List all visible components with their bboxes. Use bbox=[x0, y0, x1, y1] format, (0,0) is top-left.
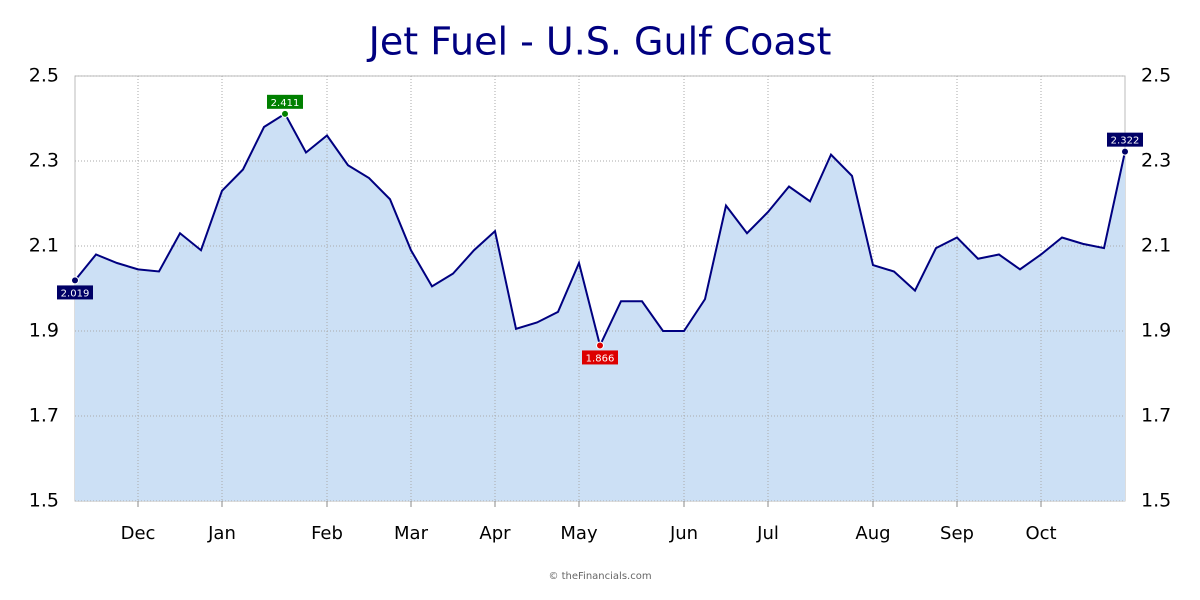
x-tick-label: Oct bbox=[1025, 523, 1056, 544]
area bbox=[75, 113, 1125, 501]
x-tick-label: Jan bbox=[207, 523, 236, 544]
x-tick-label: Aug bbox=[855, 523, 890, 544]
y2-tick-label: 1.5 bbox=[1141, 490, 1171, 512]
data-label: 2.019 bbox=[61, 288, 90, 299]
x-tick-label: Jun bbox=[669, 523, 698, 544]
label-box bbox=[1107, 132, 1143, 147]
point bbox=[71, 276, 79, 285]
x-tick-label: Feb bbox=[311, 523, 343, 544]
y2-tick-label: 1.9 bbox=[1141, 320, 1171, 342]
credit: © theFinancials.com bbox=[548, 571, 651, 582]
label-box bbox=[267, 94, 303, 109]
x-tick-label: Mar bbox=[394, 523, 429, 544]
data-label: 1.866 bbox=[586, 353, 615, 364]
chart-title: Jet Fuel - U.S. Gulf Coast bbox=[367, 20, 832, 64]
y-tick-label: 2.1 bbox=[29, 235, 59, 257]
x-tick-label: Sep bbox=[940, 523, 974, 544]
x-tick-label: Dec bbox=[121, 523, 156, 544]
y-tick-label: 1.9 bbox=[29, 320, 59, 342]
y-tick-label: 1.7 bbox=[29, 405, 59, 427]
y2-tick-label: 2.3 bbox=[1141, 150, 1171, 172]
point bbox=[281, 109, 289, 118]
x-tick-label: May bbox=[560, 523, 598, 544]
point bbox=[596, 341, 604, 350]
data-label: 2.322 bbox=[1111, 136, 1140, 147]
point bbox=[1121, 147, 1129, 156]
x-tick-label: Apr bbox=[479, 523, 511, 544]
label-box bbox=[582, 350, 618, 365]
y-tick-label: 2.5 bbox=[29, 65, 59, 87]
x-tick-label: Jul bbox=[756, 523, 779, 544]
y2-tick-label: 2.1 bbox=[1141, 235, 1171, 257]
y-tick-label: 2.3 bbox=[29, 150, 59, 172]
data-label: 2.411 bbox=[271, 98, 300, 109]
y2-tick-label: 1.7 bbox=[1141, 405, 1171, 427]
y2-tick-label: 2.5 bbox=[1141, 65, 1171, 87]
y-tick-label: 1.5 bbox=[29, 490, 59, 512]
label-box bbox=[57, 285, 93, 300]
